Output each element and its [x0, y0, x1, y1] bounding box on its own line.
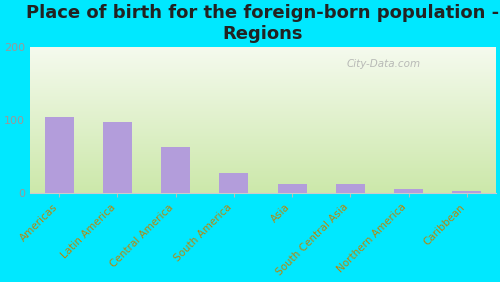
Bar [452, 191, 482, 193]
Bar [161, 147, 190, 193]
Bar [278, 184, 306, 193]
Text: City-Data.com: City-Data.com [347, 59, 421, 69]
Bar [220, 173, 248, 193]
Bar [336, 184, 365, 193]
Title: Place of birth for the foreign-born population -
Regions: Place of birth for the foreign-born popu… [26, 4, 500, 43]
Bar [44, 117, 74, 193]
Bar [103, 122, 132, 193]
Bar [394, 190, 423, 193]
